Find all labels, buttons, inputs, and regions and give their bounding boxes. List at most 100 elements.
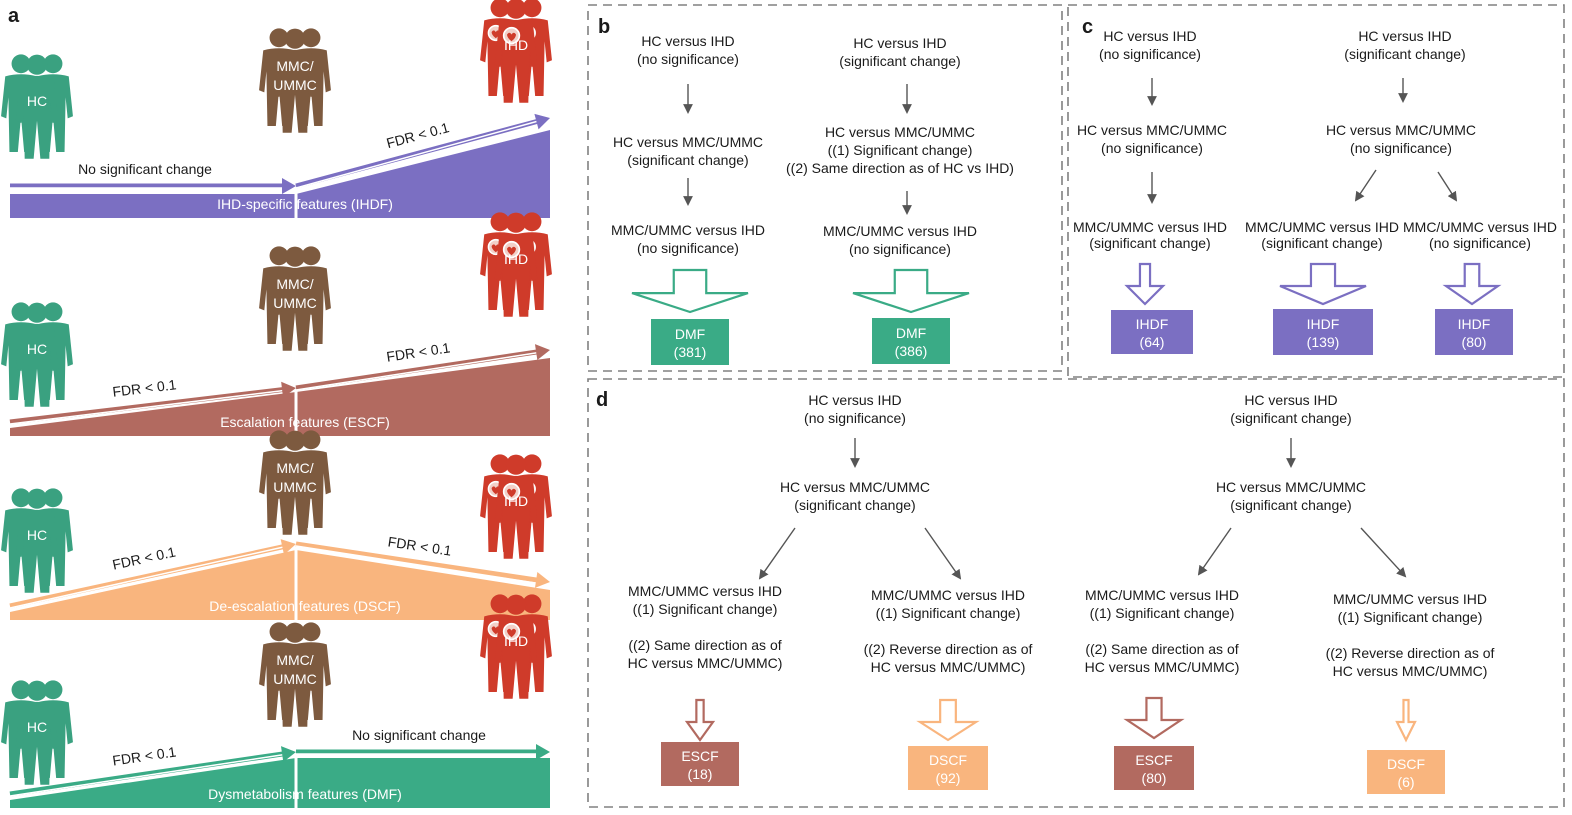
feature-band xyxy=(10,758,550,808)
d-left-escf-box-label-line: (18) xyxy=(688,766,713,782)
c-left-result-box xyxy=(1111,310,1193,354)
d-right-branch-a-line: HC versus MMC/UMMC) xyxy=(1085,659,1240,675)
c-left-step2-line: HC versus MMC/UMMC xyxy=(1077,122,1227,138)
b-left-step1-line: (no significance) xyxy=(637,51,739,67)
d-right-branch-a-line: ((2) Same direction as of xyxy=(1085,641,1238,657)
d-right-branch-a-line: ((1) Significant change) xyxy=(1090,605,1235,621)
group-label: UMMC xyxy=(273,295,317,311)
arrow-annotation: FDR < 0.1 xyxy=(111,543,177,572)
c-right-result-a-box-label-line: IHDF xyxy=(1307,316,1340,332)
trend-arrowhead-icon xyxy=(280,539,296,555)
group-label: IHD xyxy=(504,251,528,267)
person-head xyxy=(11,54,31,74)
person-head xyxy=(11,488,31,508)
person-body xyxy=(273,267,317,351)
d-left-dscf-box-label-line: (92) xyxy=(936,770,961,786)
person-head xyxy=(490,594,510,614)
d-left-dscf-box xyxy=(908,746,988,790)
c-right-step2-line: HC versus MMC/UMMC xyxy=(1326,122,1476,138)
person-head xyxy=(11,302,31,322)
d-right-step2-line: (significant change) xyxy=(1230,497,1351,513)
d-left-branch-b-line: ((1) Significant change) xyxy=(876,605,1021,621)
b-right-step1-line: HC versus IHD xyxy=(853,35,946,51)
person-center xyxy=(15,680,59,785)
person-head xyxy=(269,28,289,48)
person-head xyxy=(301,28,321,48)
mmc-figures: MMC/UMMC xyxy=(259,28,331,133)
d-left-branch-a-line: ((2) Same direction as of xyxy=(628,637,781,653)
trend-arrow-highlight xyxy=(9,545,289,609)
c-right-result-b-box xyxy=(1435,309,1513,355)
person-head xyxy=(26,488,48,509)
c-left-step3-line: MMC/UMMC versus IHD xyxy=(1073,219,1227,235)
panel-frames xyxy=(587,4,1565,808)
b-right-step1-line: (significant change) xyxy=(839,53,960,69)
group-label: HC xyxy=(27,719,47,735)
d-right-dscf-block-arrow-icon xyxy=(1395,698,1417,743)
person-head xyxy=(490,454,510,474)
person-head xyxy=(269,622,289,642)
person-head xyxy=(522,212,542,232)
d-right-branch-a-line: MMC/UMMC versus IHD xyxy=(1085,587,1239,603)
person-center xyxy=(15,302,59,407)
group-label: MMC/ xyxy=(276,276,313,292)
c-right-result-a-box xyxy=(1273,309,1373,355)
person-center xyxy=(273,246,317,351)
panel-a-row-3: FDR < 0.1 FDR < 0.1 De-escalation features… xyxy=(1,430,552,622)
trend-arrowhead-icon xyxy=(536,744,550,760)
group-label: UMMC xyxy=(273,671,317,687)
c-right-branch-b-line: MMC/UMMC versus IHD xyxy=(1403,219,1557,235)
d-left-escf-box-label-line: ESCF xyxy=(681,748,718,764)
person-body xyxy=(15,323,59,407)
d-right-branch-b-line: HC versus MMC/UMMC) xyxy=(1333,663,1488,679)
person-head xyxy=(522,594,542,614)
b-left-result-box-label-line: (381) xyxy=(674,344,707,360)
panel-a-label: a xyxy=(8,5,20,27)
person-body xyxy=(273,49,317,133)
trend-arrow-highlight xyxy=(9,753,289,797)
arrow-annotation: No significant change xyxy=(352,727,486,743)
group-label: UMMC xyxy=(273,479,317,495)
d-left-branch-b-line: HC versus MMC/UMMC) xyxy=(871,659,1026,675)
d-right-escf-block-arrow-icon xyxy=(1123,696,1185,740)
d-left-branch-a-line: MMC/UMMC versus IHD xyxy=(628,583,782,599)
d-left-step2-line: HC versus MMC/UMMC xyxy=(780,479,930,495)
person-head xyxy=(11,680,31,700)
trend-arrowhead-icon xyxy=(281,381,296,398)
c-right-branch-b-line: (no significance) xyxy=(1429,235,1531,251)
person-head xyxy=(490,0,510,18)
person-center xyxy=(494,454,538,559)
person-center xyxy=(494,594,538,699)
panel-c-frame xyxy=(1067,4,1565,378)
c-right-branch-a-line: (significant change) xyxy=(1261,235,1382,251)
heart-shape xyxy=(507,32,516,42)
person-head xyxy=(43,488,63,508)
person-head xyxy=(26,680,48,701)
group-label: MMC/ xyxy=(276,460,313,476)
b-right-block-arrow-icon xyxy=(852,268,970,314)
trend-arrowhead-icon xyxy=(534,344,550,360)
person-head xyxy=(505,0,527,19)
band-label: Dysmetabolism features (DMF) xyxy=(208,786,402,802)
d-left-step1-line: HC versus IHD xyxy=(808,392,901,408)
group-label: UMMC xyxy=(273,77,317,93)
person-body xyxy=(273,643,317,727)
person-head xyxy=(522,0,542,18)
person-head xyxy=(26,54,48,75)
flow-arrow xyxy=(758,527,796,580)
c-left-result-box-label-line: (64) xyxy=(1140,334,1165,350)
hc-figures: HC xyxy=(1,488,73,593)
person-center xyxy=(494,212,538,317)
b-left-result-box xyxy=(651,319,729,365)
d-right-dscf-box-label-line: DSCF xyxy=(1387,756,1425,772)
person-body xyxy=(273,451,317,535)
panel-b: b HC versus IHD (no significance) HC versus… xyxy=(598,16,1014,365)
d-left-step1-line: (no significance) xyxy=(804,410,906,426)
arrow-annotation: FDR < 0.1 xyxy=(385,339,451,364)
person-head xyxy=(505,454,527,475)
trend-arrow-highlight xyxy=(295,119,543,189)
person-head xyxy=(284,246,306,267)
d-left-branch-a-line: HC versus MMC/UMMC) xyxy=(628,655,783,671)
